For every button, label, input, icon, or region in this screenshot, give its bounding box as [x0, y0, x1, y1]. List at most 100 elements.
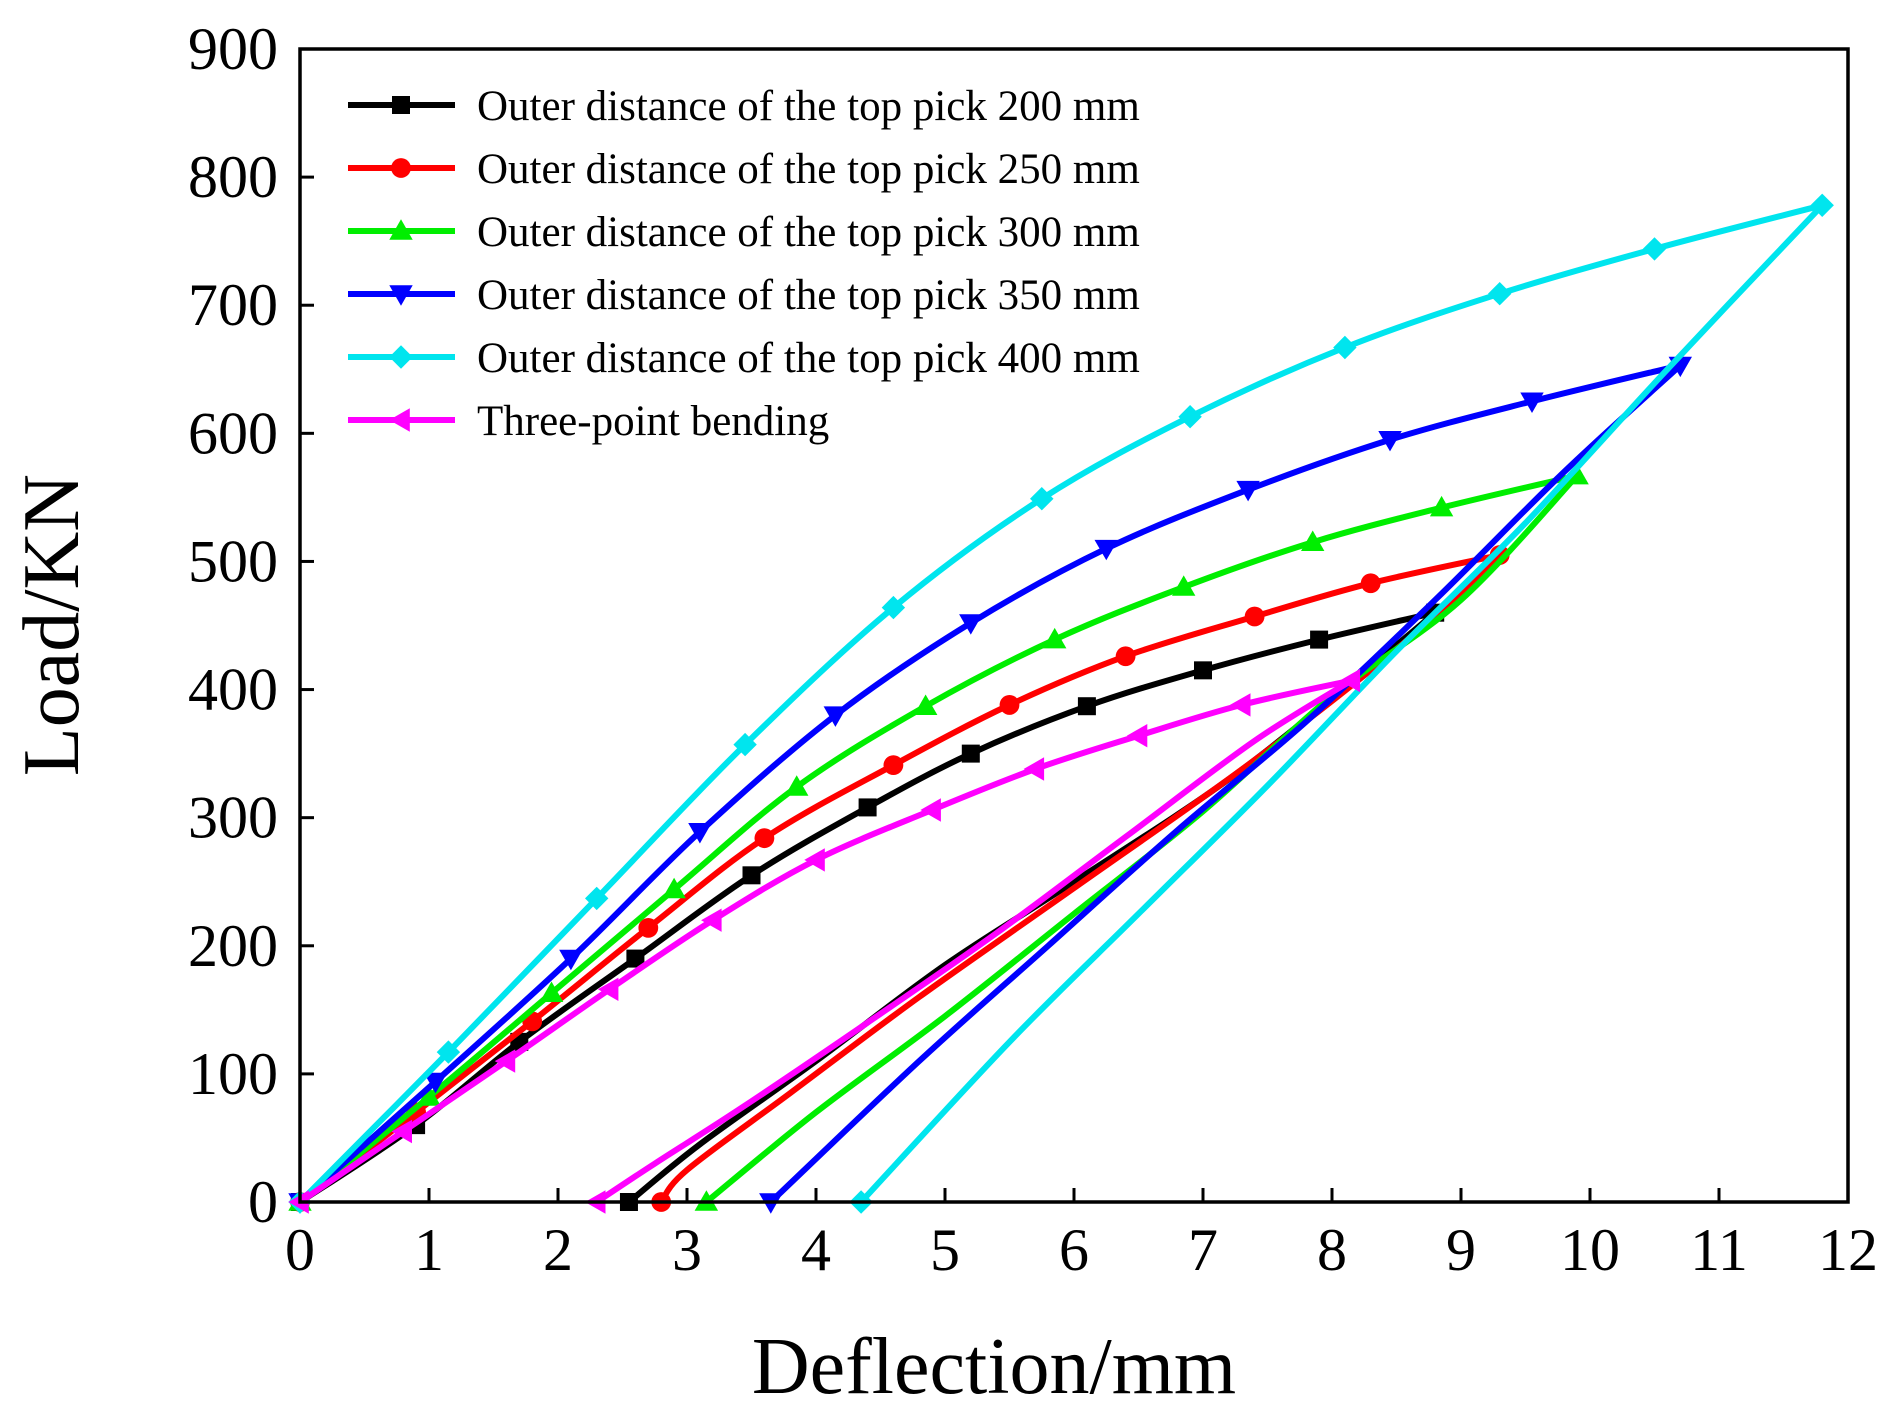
data-point — [585, 886, 609, 911]
data-point — [999, 695, 1020, 715]
x-tick-label: 1 — [414, 1217, 444, 1283]
y-axis-title: Load/KN — [8, 474, 96, 776]
y-tick-label: 800 — [188, 144, 278, 210]
ticks-layer: 0 1 2 3 4 5 6 7 8 9 10 11 12010020030040050060070080… — [188, 16, 1878, 1283]
data-point — [436, 1040, 461, 1064]
legend-label: Outer distance of the top pick 250 mm — [477, 146, 1140, 193]
data-point — [920, 798, 941, 822]
data-point — [1310, 630, 1329, 649]
data-point — [1360, 573, 1381, 594]
y-tick-label: 600 — [188, 400, 278, 466]
y-tick-label: 300 — [188, 785, 278, 851]
data-point — [1030, 487, 1054, 511]
data-point — [1043, 627, 1067, 649]
series-350mm-loading-line — [297, 362, 1684, 1205]
x-axis-title: Deflection/mm — [752, 1323, 1236, 1409]
x-tick-label: 3 — [672, 1217, 702, 1283]
y-tick-label: 900 — [188, 16, 278, 82]
data-point — [626, 949, 645, 968]
legend-label: Three-point bending — [477, 398, 829, 445]
data-point — [1172, 575, 1196, 596]
series-400mm-unloading-line — [858, 202, 1826, 1205]
legend-item-three-point: Three-point bending — [348, 398, 829, 445]
data-point — [1333, 335, 1357, 360]
data-point — [1520, 392, 1544, 413]
data-point — [785, 775, 809, 796]
data-point — [638, 917, 659, 938]
legend-item-200mm: Outer distance of the top pick 200 mm — [348, 83, 1140, 130]
data-point — [701, 908, 722, 932]
data-point — [1378, 431, 1402, 452]
series-three-point-unloading-line — [593, 677, 1355, 1205]
legend-item-350mm: Outer distance of the top pick 350 mm — [348, 272, 1140, 319]
legend-label: Outer distance of the top pick 200 mm — [477, 83, 1140, 130]
x-tick-label: 7 — [1188, 1217, 1218, 1283]
series-300mm-loading-line — [297, 472, 1581, 1205]
data-point — [417, 1085, 441, 1106]
data-point — [1230, 693, 1251, 717]
data-point — [559, 949, 583, 971]
data-point — [1126, 724, 1148, 748]
data-point — [1488, 282, 1512, 306]
x-tick-label: 11 — [1690, 1217, 1748, 1283]
series-400mm — [288, 193, 1834, 1214]
data-point — [597, 977, 619, 1001]
x-tick-label: 5 — [930, 1217, 960, 1283]
data-point — [733, 732, 757, 757]
series-250mm-loading-line — [297, 552, 1503, 1205]
data-point — [423, 1072, 448, 1094]
series-three-point — [288, 668, 1361, 1214]
data-point — [1339, 668, 1361, 693]
legend-marker — [389, 345, 413, 369]
x-tick-label: 10 — [1560, 1217, 1620, 1283]
data-point — [1094, 539, 1118, 561]
legend-marker — [391, 158, 411, 178]
data-point — [881, 595, 906, 620]
data-point — [959, 614, 983, 635]
data-point — [1236, 480, 1260, 502]
data-point — [1642, 237, 1667, 261]
x-tick-label: 0 — [285, 1217, 315, 1283]
x-tick-label: 2 — [543, 1217, 573, 1283]
data-point — [858, 798, 877, 817]
y-tick-label: 200 — [188, 913, 278, 979]
x-tick-label: 8 — [1317, 1217, 1347, 1283]
legend-label: Outer distance of the top pick 300 mm — [477, 209, 1140, 256]
legend-item-300mm: Outer distance of the top pick 300 mm — [348, 209, 1140, 256]
data-point — [1301, 530, 1325, 551]
y-tick-label: 0 — [248, 1169, 278, 1235]
data-point — [1178, 405, 1202, 429]
data-point — [742, 866, 761, 885]
data-point — [662, 877, 686, 899]
legend: Outer distance of the top pick 200 mm Out… — [348, 83, 1140, 445]
data-point — [1429, 495, 1454, 517]
legend-item-400mm: Outer distance of the top pick 400 mm — [348, 335, 1140, 382]
x-tick-label: 6 — [1059, 1217, 1089, 1283]
data-point — [688, 823, 712, 844]
legend-label: Outer distance of the top pick 350 mm — [477, 272, 1140, 319]
data-point — [494, 1049, 516, 1073]
legend-marker — [392, 96, 410, 114]
data-point — [804, 848, 825, 872]
data-point — [539, 981, 564, 1002]
x-tick-label: 4 — [801, 1217, 831, 1283]
data-point — [1244, 606, 1265, 627]
data-point — [1023, 757, 1045, 781]
series-350mm-unloading-line — [767, 362, 1684, 1205]
data-point — [1194, 661, 1212, 680]
series-layer — [288, 193, 1834, 1214]
legend-label: Outer distance of the top pick 400 mm — [477, 335, 1140, 382]
data-point — [391, 1119, 412, 1144]
y-tick-label: 500 — [188, 528, 278, 594]
data-point — [1077, 697, 1096, 716]
y-tick-label: 700 — [188, 272, 278, 338]
data-point — [1810, 193, 1834, 217]
legend-marker — [389, 219, 413, 240]
x-tick-label: 12 — [1818, 1217, 1878, 1283]
y-tick-label: 100 — [188, 1041, 278, 1107]
y-tick-label: 400 — [188, 657, 278, 723]
x-tick-label: 9 — [1446, 1217, 1476, 1283]
series-350mm — [288, 356, 1692, 1214]
data-point — [754, 828, 775, 849]
